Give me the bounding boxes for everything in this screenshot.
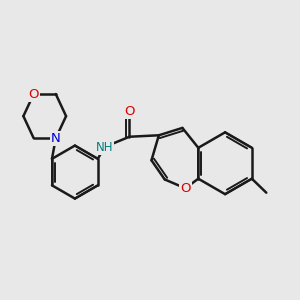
Text: O: O xyxy=(28,88,39,100)
Text: NH: NH xyxy=(96,141,113,154)
Text: O: O xyxy=(180,182,190,195)
Text: O: O xyxy=(124,105,135,118)
Text: N: N xyxy=(51,132,61,145)
